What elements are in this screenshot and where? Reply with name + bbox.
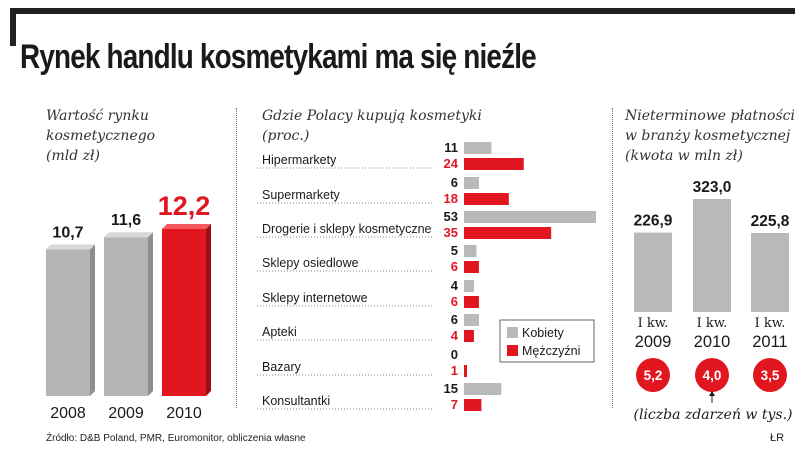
category-label: Sklepy internetowe	[262, 291, 368, 305]
event-count-label: 4,0	[703, 368, 722, 383]
men-bar	[464, 365, 467, 377]
chart1-title-line: Wartość rynku	[46, 108, 149, 124]
quarter-label: I kw.	[697, 316, 728, 331]
men-bar	[464, 158, 524, 170]
category-label: Bazary	[262, 360, 302, 374]
women-value-label: 11	[444, 140, 458, 155]
women-value-label: 6	[451, 312, 458, 327]
payment-value-label: 225,8	[751, 213, 790, 230]
men-value-label: 1	[451, 363, 458, 378]
page-title: Rynek handlu kosmetykami ma się nieźle	[20, 38, 537, 76]
author-credit: ŁR	[770, 432, 785, 444]
men-bar	[464, 261, 479, 273]
value-bar-2010	[162, 229, 206, 396]
category-label: Konsultantki	[262, 394, 330, 408]
women-bar	[464, 314, 479, 326]
events-note: (liczba zdarzeń w tys.)	[634, 407, 793, 423]
quarter-label: I kw.	[755, 316, 786, 331]
year-label-2009: 2009	[108, 405, 144, 422]
payment-value-label: 226,9	[634, 213, 673, 230]
men-value-label: 18	[444, 191, 458, 206]
women-value-label: 0	[451, 347, 458, 362]
event-count-badge	[636, 358, 670, 392]
value-bar-2008	[46, 249, 90, 396]
legend-label-men: Mężczyźni	[522, 344, 580, 358]
men-bar	[464, 296, 479, 308]
payment-bar	[634, 232, 672, 312]
event-count-badge	[753, 358, 787, 392]
chart2-title-line: Gdzie Polacy kupują kosmetyki	[262, 108, 482, 124]
women-value-label: 6	[451, 175, 458, 190]
men-bar	[464, 330, 474, 342]
payment-year-label: 2011	[752, 333, 787, 351]
chart3-title-line: Nieterminowe płatności	[625, 108, 795, 124]
value-label-2008: 10,7	[52, 225, 83, 242]
men-value-label: 24	[444, 156, 459, 171]
legend-swatch-men	[507, 345, 518, 356]
payment-year-label: 2010	[694, 333, 731, 351]
men-bar	[464, 399, 482, 411]
value-label-2010: 12,2	[158, 191, 211, 221]
men-value-label: 35	[444, 225, 458, 240]
men-value-label: 4	[451, 328, 459, 343]
value-bar-side-2010	[206, 224, 211, 396]
divider-left	[236, 108, 237, 408]
category-label: Hipermarkety	[262, 153, 337, 167]
men-value-label: 6	[451, 259, 458, 274]
category-label: Sklepy osiedlowe	[262, 256, 359, 270]
chart3-title-line: (kwota w mln zł)	[625, 148, 743, 164]
value-label-2009: 11,6	[111, 212, 141, 229]
chart3-title-line: w branży kosmetycznej	[625, 128, 791, 144]
events-pointer-arrow	[709, 391, 715, 396]
men-value-label: 6	[451, 294, 458, 309]
category-label: Apteki	[262, 325, 297, 339]
women-value-label: 4	[451, 278, 459, 293]
value-bar-2009	[104, 237, 148, 396]
corner-rule	[10, 8, 16, 46]
women-bar	[464, 142, 492, 154]
source-note: Źródło: D&B Poland, PMR, Euromonitor, ob…	[46, 433, 306, 444]
event-count-badge	[695, 358, 729, 392]
category-label: Supermarkety	[262, 188, 341, 202]
value-bar-top-2010	[162, 224, 211, 229]
payment-value-label: 323,0	[693, 179, 732, 196]
legend-label-women: Kobiety	[522, 326, 564, 340]
women-bar	[464, 280, 474, 292]
women-value-label: 53	[444, 209, 458, 224]
year-label-2008: 2008	[50, 405, 86, 422]
men-bar	[464, 193, 509, 205]
value-bar-top-2009	[104, 232, 153, 238]
women-bar	[464, 383, 502, 395]
year-label-2010: 2010	[166, 405, 202, 422]
women-bar	[464, 211, 596, 223]
value-bar-side-2009	[148, 232, 153, 396]
chart1-title-line: kosmetycznego	[46, 128, 156, 144]
legend-swatch-women	[507, 327, 518, 338]
women-bar	[464, 177, 479, 189]
top-rule	[10, 8, 795, 14]
men-bar	[464, 227, 552, 239]
quarter-label: I kw.	[638, 316, 669, 331]
women-bar	[464, 245, 477, 257]
payment-year-label: 2009	[635, 333, 672, 351]
chart2-title-line: (proc.)	[262, 128, 310, 144]
event-count-label: 3,5	[761, 368, 780, 383]
chart3-title: Nieterminowe płatności w branży kosmetyc…	[625, 106, 795, 166]
chart1-title-line: (mld zł)	[46, 148, 101, 164]
women-value-label: 5	[451, 243, 458, 258]
chart1-title: Wartość rynku kosmetycznego (mld zł)	[46, 106, 155, 166]
men-value-label: 7	[451, 397, 458, 412]
divider-right	[612, 108, 613, 408]
event-count-label: 5,2	[644, 368, 663, 383]
value-bar-top-2008	[46, 244, 95, 250]
category-label: Drogerie i sklepy kosmetyczne	[262, 222, 432, 236]
payment-bar	[693, 199, 731, 312]
value-bar-side-2008	[90, 244, 95, 396]
chart2-title: Gdzie Polacy kupują kosmetyki (proc.)	[262, 106, 482, 146]
payment-bar	[751, 233, 789, 312]
women-value-label: 15	[444, 381, 458, 396]
